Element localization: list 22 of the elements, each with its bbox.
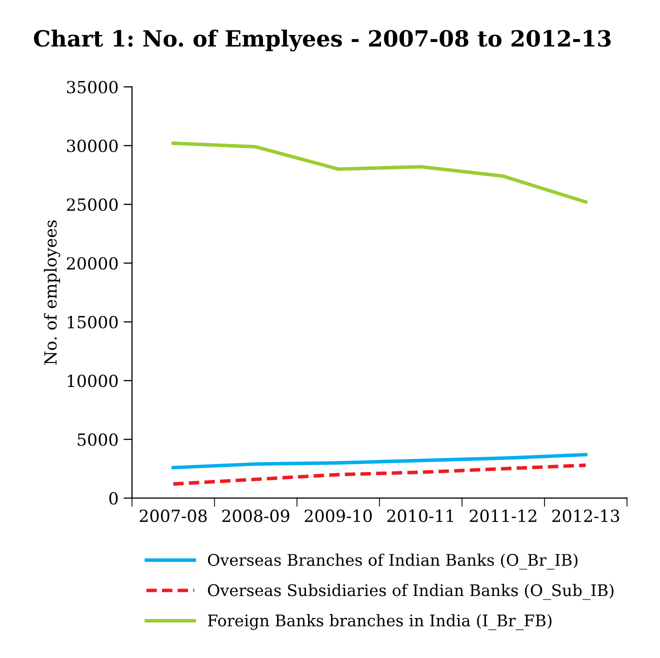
line-series xyxy=(172,142,588,204)
y-tick-label: 0 xyxy=(109,492,118,505)
x-tick-label: 2012-13 xyxy=(552,510,620,522)
y-tick-label: 15000 xyxy=(68,316,118,328)
y-tick-label: 25000 xyxy=(66,198,118,211)
y-tick-label: 10000 xyxy=(68,374,118,388)
x-tick-label: 2010-11 xyxy=(387,510,454,522)
chart-title: Chart 1: No. of Emplyees - 2007-08 to 2012-13 xyxy=(34,30,611,52)
x-tick-label: 2011-12 xyxy=(470,510,536,522)
x-tick-label: 2007-08 xyxy=(140,510,207,522)
y-tick-label: 5000 xyxy=(78,433,118,446)
legend-label: Overseas Branches of Indian Banks (O_Br_IB) xyxy=(208,554,578,570)
y-tick-label: 20000 xyxy=(66,257,118,270)
x-tick-label: 2009-10 xyxy=(304,510,372,522)
y-tick-label: 30000 xyxy=(67,140,118,152)
y-tick-label: 35000 xyxy=(67,80,118,94)
legend-label: Overseas Subsidiaries of Indian Banks (O_Sub_IB) xyxy=(208,584,614,600)
legend-label: Foreign Banks branches in India (I_Br_FB) xyxy=(208,614,552,630)
x-tick-label: 2008-09 xyxy=(222,510,290,522)
line-series xyxy=(172,452,588,470)
line-series xyxy=(172,463,588,486)
y-axis-title: No. of employees xyxy=(44,220,60,365)
